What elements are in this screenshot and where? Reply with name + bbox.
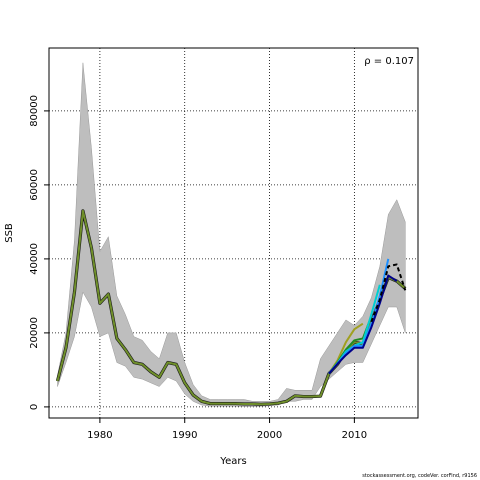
confidence-band — [57, 62, 406, 407]
x-tick-label: 2000 — [257, 430, 282, 441]
y-axis-label: SSB — [4, 223, 15, 243]
y-axis: 0 20000 40000 60000 80000 — [29, 95, 49, 410]
series-line-outline — [55, 209, 407, 406]
x-tick-label: 2010 — [342, 430, 367, 441]
series-group — [55, 209, 407, 406]
series-line-terminal — [370, 263, 407, 323]
y-tick-label: 60000 — [29, 169, 40, 201]
y-tick-label: 40000 — [29, 243, 40, 275]
plot-frame — [48, 47, 419, 419]
y-tick-label: 20000 — [29, 317, 40, 349]
y-tick-label: 80000 — [29, 95, 40, 127]
x-tick-label: 1990 — [172, 430, 197, 441]
x-axis: 1980 1990 2000 2010 — [87, 418, 367, 441]
x-axis-label: Years — [219, 456, 246, 467]
footer-note: stockassessment.org, codeVer. corFind, r… — [362, 473, 477, 479]
y-tick-label: 0 — [29, 404, 40, 410]
rho-annotation: ρ = 0.107 — [364, 56, 414, 67]
x-tick-label: 1980 — [87, 430, 112, 441]
series-line — [328, 274, 398, 375]
